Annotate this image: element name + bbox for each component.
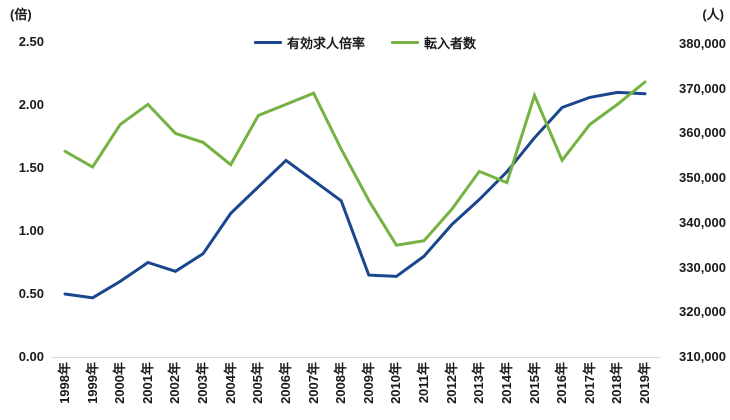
right-axis-tick-label: 320,000	[679, 304, 726, 320]
left-axis-tick-label: 1.50	[18, 160, 44, 175]
series-line-jobs-ratio	[63, 90, 647, 300]
legend-swatch-jobs-ratio	[253, 41, 282, 44]
right-axis-tick-label: 360,000	[679, 125, 726, 141]
left-axis-tick-label: 1.00	[18, 223, 44, 238]
right-axis-tick-label: 310,000	[679, 349, 726, 364]
right-axis-tick-label: 380,000	[679, 36, 726, 51]
legend-label-jobs-ratio: 有効求人倍率	[286, 36, 365, 51]
right-axis-title: (人)	[702, 7, 724, 22]
left-axis-tick-label: 2.00	[18, 97, 44, 112]
left-axis-tick-label: 0.50	[18, 286, 44, 301]
legend-label-in-migrants: 転入者数	[424, 36, 477, 51]
legend-item-in-migrants: 転入者数	[391, 33, 476, 52]
legend: 有効求人倍率 転入者数	[0, 33, 730, 52]
left-axis-title: (倍)	[10, 7, 32, 22]
right-axis-tick-label: 350,000	[679, 170, 726, 186]
legend-swatch-in-migrants	[391, 41, 419, 44]
legend-item-jobs-ratio: 有効求人倍率	[253, 33, 365, 52]
right-axis-tick-label: 340,000	[679, 214, 726, 230]
series-line-in-migrants	[63, 80, 647, 247]
left-axis-tick-label: 0.00	[18, 349, 44, 364]
left-axis-tick-label: 2.50	[18, 34, 44, 49]
right-axis-tick-label: 370,000	[679, 80, 726, 96]
right-axis-tick-label: 330,000	[679, 259, 726, 275]
